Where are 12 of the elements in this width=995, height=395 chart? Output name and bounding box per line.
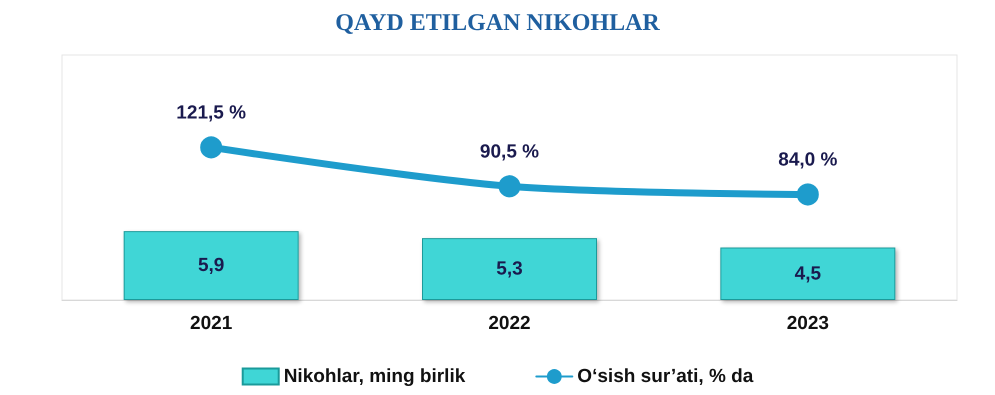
- data-label: 121,5 %: [176, 102, 246, 124]
- legend-label: Nikohlar, ming birlik: [284, 366, 466, 387]
- x-tick-label: 2022: [488, 313, 531, 334]
- data-label: 4,5: [794, 263, 822, 284]
- data-label: 84,0 %: [778, 149, 838, 170]
- x-tick-label: 2021: [190, 313, 233, 334]
- chart-title: QAYD ETILGAN NIKOHLAR: [335, 10, 660, 36]
- legend-label: O‘sish sur’ati, % da: [577, 366, 754, 387]
- x-tick-label: 2023: [786, 313, 829, 334]
- data-label: 5,9: [198, 255, 224, 276]
- data-label: 90,5 %: [480, 141, 540, 162]
- data-label: 5,3: [496, 258, 523, 280]
